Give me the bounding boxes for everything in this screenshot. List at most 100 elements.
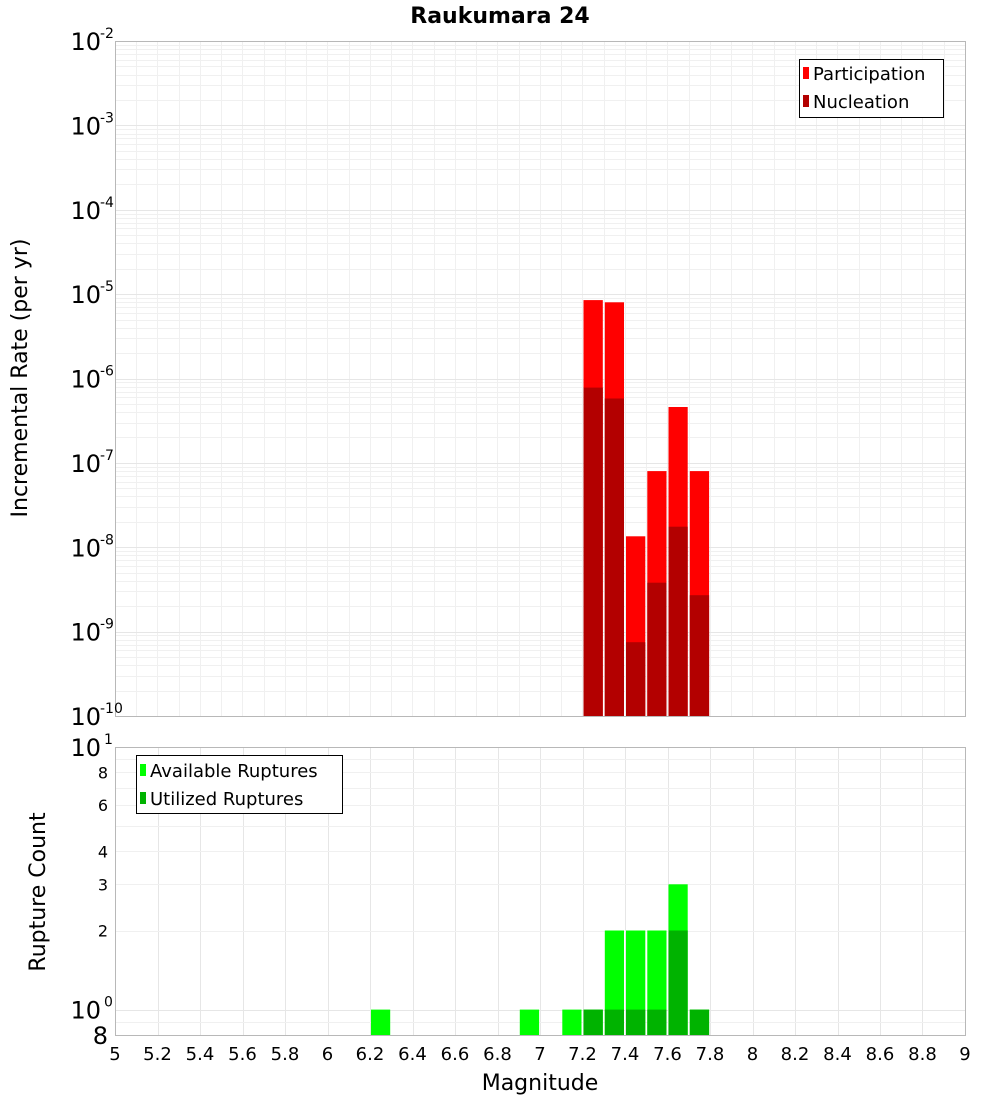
available-ruptures-bar: [626, 930, 646, 1035]
bottom-legend: Available Ruptures Utilized Ruptures: [136, 755, 343, 814]
x-tick-label: 7.4: [611, 1044, 640, 1065]
top-y-tick-exponent: -7: [100, 448, 114, 464]
x-tick-label: 7.8: [696, 1044, 725, 1065]
top-y-tick-base: 10: [70, 619, 101, 647]
legend-label-nucleation: Nucleation: [813, 92, 909, 113]
legend-swatch-nucleation: [803, 95, 809, 107]
available-ruptures-bar: [519, 1009, 540, 1035]
available-ruptures-bar: [371, 1009, 391, 1035]
top-y-tick-base: 10: [70, 703, 101, 731]
bottom-y-tick-minor-label: 2: [98, 922, 108, 941]
top-y-tick-base: 10: [70, 112, 101, 140]
x-tick-label: 6.2: [356, 1044, 385, 1065]
bottom-y-tick-minor-label: 3: [98, 875, 108, 894]
top-plot-bars: [583, 300, 710, 716]
top-y-tick-label: 10 -3: [70, 110, 114, 140]
utilized-ruptures-bar: [689, 1009, 710, 1035]
utilized-ruptures-bar: [583, 1009, 603, 1035]
top-y-tick-label: 10 -2: [70, 26, 114, 56]
top-y-tick-base: 10: [70, 197, 101, 225]
bottom-y-tick-exponent: 0: [104, 995, 113, 1011]
x-tick-label: 8.8: [908, 1044, 937, 1065]
top-y-tick-base: 10: [70, 366, 101, 394]
bottom-plot-bars: [371, 884, 710, 1035]
top-y-tick-label: 10 -8: [70, 532, 114, 562]
x-tick-label: 6: [322, 1044, 333, 1065]
top-y-tick-label: 10 -6: [70, 364, 114, 394]
x-tick-label: 6.4: [398, 1044, 427, 1065]
top-y-tick-label: 10 -9: [70, 617, 114, 647]
top-y-tick-exponent: -2: [100, 26, 114, 42]
top-y-tick-label: 10 -10: [70, 701, 122, 731]
x-tick-label: 5: [109, 1044, 120, 1065]
top-y-tick-base: 10: [70, 281, 101, 309]
bottom-legend-box: [136, 755, 343, 814]
chart-title: Raukumara 24: [410, 4, 589, 29]
legend-swatch-participation: [803, 67, 809, 79]
x-tick-label: 8.2: [781, 1044, 810, 1065]
top-y-tick-base: 10: [70, 534, 101, 562]
x-tick-label: 5.8: [271, 1044, 300, 1065]
top-y-tick-label: 10 -4: [70, 195, 114, 225]
x-tick-label: 7.2: [568, 1044, 597, 1065]
x-tick-label: 8.6: [866, 1044, 895, 1065]
top-legend: Participation Nucleation: [799, 59, 944, 118]
top-legend-box: [799, 59, 944, 118]
utilized-ruptures-bar: [604, 1009, 624, 1035]
top-y-tick-exponent: -3: [100, 110, 114, 126]
nucleation-bar: [668, 526, 688, 716]
x-tick-label: 7: [534, 1044, 545, 1065]
bottom-y-tick-exponent: 1: [104, 732, 113, 748]
nucleation-bar: [604, 398, 624, 716]
bottom-y-tick-minor-label: 4: [98, 843, 108, 862]
x-axis-ticks: 5 5.2 5.4 5.6 5.8 6 6.2 6.4 6.6 6.8 7 7.2 7.4 7.6 7.8 8…: [109, 1044, 970, 1065]
x-tick-label: 8: [747, 1044, 758, 1065]
utilized-ruptures-bar: [647, 1009, 667, 1035]
top-y-tick-exponent: -5: [100, 279, 114, 295]
x-tick-label: 5.2: [143, 1044, 172, 1065]
bottom-y-tick-minor-label: 8: [93, 1022, 108, 1050]
top-y-tick-exponent: -8: [100, 532, 114, 548]
bottom-y-tick-minor-label: 6: [98, 796, 108, 815]
bottom-y-tick-minor-label: 8: [98, 763, 108, 782]
bottom-y-tick-label: 10 0: [70, 995, 112, 1025]
legend-label-participation: Participation: [813, 64, 925, 85]
nucleation-bar: [583, 387, 603, 716]
top-y-tick-label: 10 -5: [70, 279, 114, 309]
x-tick-label: 6.6: [441, 1044, 470, 1065]
x-tick-label: 7.6: [653, 1044, 682, 1065]
x-tick-label: 6.8: [483, 1044, 512, 1065]
nucleation-bar: [647, 582, 667, 716]
top-plot-grid: [115, 41, 966, 717]
bottom-y-tick-base: 10: [70, 997, 101, 1025]
x-tick-label: 9: [959, 1044, 970, 1065]
top-y-tick-exponent: -6: [100, 364, 114, 380]
bottom-y-axis-label: Rupture Count: [26, 812, 51, 972]
utilized-ruptures-bar: [626, 1009, 646, 1035]
bottom-plot-frame: [115, 747, 966, 1036]
available-ruptures-bar: [647, 930, 667, 1035]
available-ruptures-bar: [562, 1009, 582, 1035]
top-y-tick-base: 10: [70, 450, 101, 478]
x-axis-label: Magnitude: [482, 1071, 599, 1096]
top-y-tick-label: 10 -7: [70, 448, 114, 478]
top-y-tick-exponent: -10: [100, 701, 123, 717]
legend-label-utilized: Utilized Ruptures: [150, 789, 303, 810]
x-tick-label: 5.6: [228, 1044, 257, 1065]
bottom-y-tick-label: 10 1: [70, 732, 112, 762]
bottom-y-tick-base: 10: [70, 734, 101, 762]
utilized-ruptures-bar: [668, 930, 688, 1035]
legend-label-available: Available Ruptures: [150, 761, 318, 782]
available-ruptures-bar: [604, 930, 624, 1035]
top-y-tick-base: 10: [70, 28, 101, 56]
top-y-tick-exponent: -9: [100, 617, 114, 633]
legend-swatch-available: [140, 764, 146, 776]
top-y-tick-exponent: -4: [100, 195, 114, 211]
top-y-axis-label: Incremental Rate (per yr): [8, 239, 33, 518]
x-tick-label: 8.4: [823, 1044, 852, 1065]
top-plot-frame: [115, 41, 966, 717]
nucleation-bar: [689, 595, 710, 716]
